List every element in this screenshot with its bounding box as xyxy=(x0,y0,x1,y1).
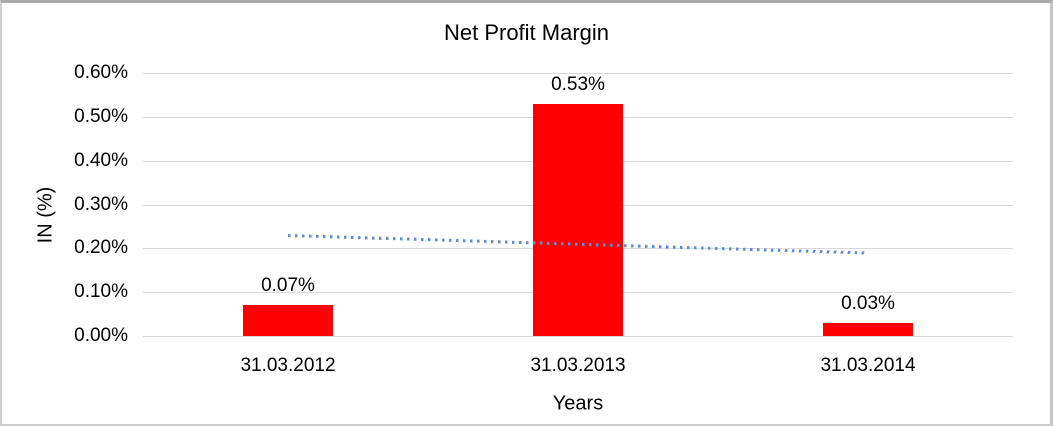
y-tick-label: 0.50% xyxy=(74,105,128,127)
y-axis-tick-labels: 0.00% 0.10% 0.20% 0.30% 0.40% 0.50% 0.60% xyxy=(2,62,128,346)
x-axis-tick-labels: 31.03.2012 31.03.2013 31.03.2014 xyxy=(143,354,1013,378)
bar-31.03.2013 xyxy=(533,103,623,336)
data-label: 0.07% xyxy=(261,275,315,297)
data-label: 0.53% xyxy=(551,73,605,95)
bar-31.03.2012 xyxy=(243,305,333,336)
x-tick-label: 31.03.2012 xyxy=(240,355,336,376)
y-tick-label: 0.40% xyxy=(74,149,128,171)
gridline xyxy=(143,73,1013,74)
chart-title: Net Profit Margin xyxy=(443,20,610,45)
bar-31.03.2014 xyxy=(823,322,913,336)
y-tick-label: 0.60% xyxy=(74,62,128,83)
x-axis-title: Years xyxy=(552,392,604,415)
y-tick-label: 0.30% xyxy=(74,193,128,215)
y-tick-label: 0.20% xyxy=(74,237,128,259)
y-tick-label: 0.00% xyxy=(74,325,128,346)
data-label: 0.03% xyxy=(841,292,895,314)
x-tick-label: 31.03.2013 xyxy=(530,355,626,376)
y-tick-label: 0.10% xyxy=(74,281,128,303)
x-tick-label: 31.03.2014 xyxy=(820,355,916,376)
plot-area: 0.07% 0.53% 0.03% xyxy=(143,73,1013,337)
gridline xyxy=(143,336,1013,337)
